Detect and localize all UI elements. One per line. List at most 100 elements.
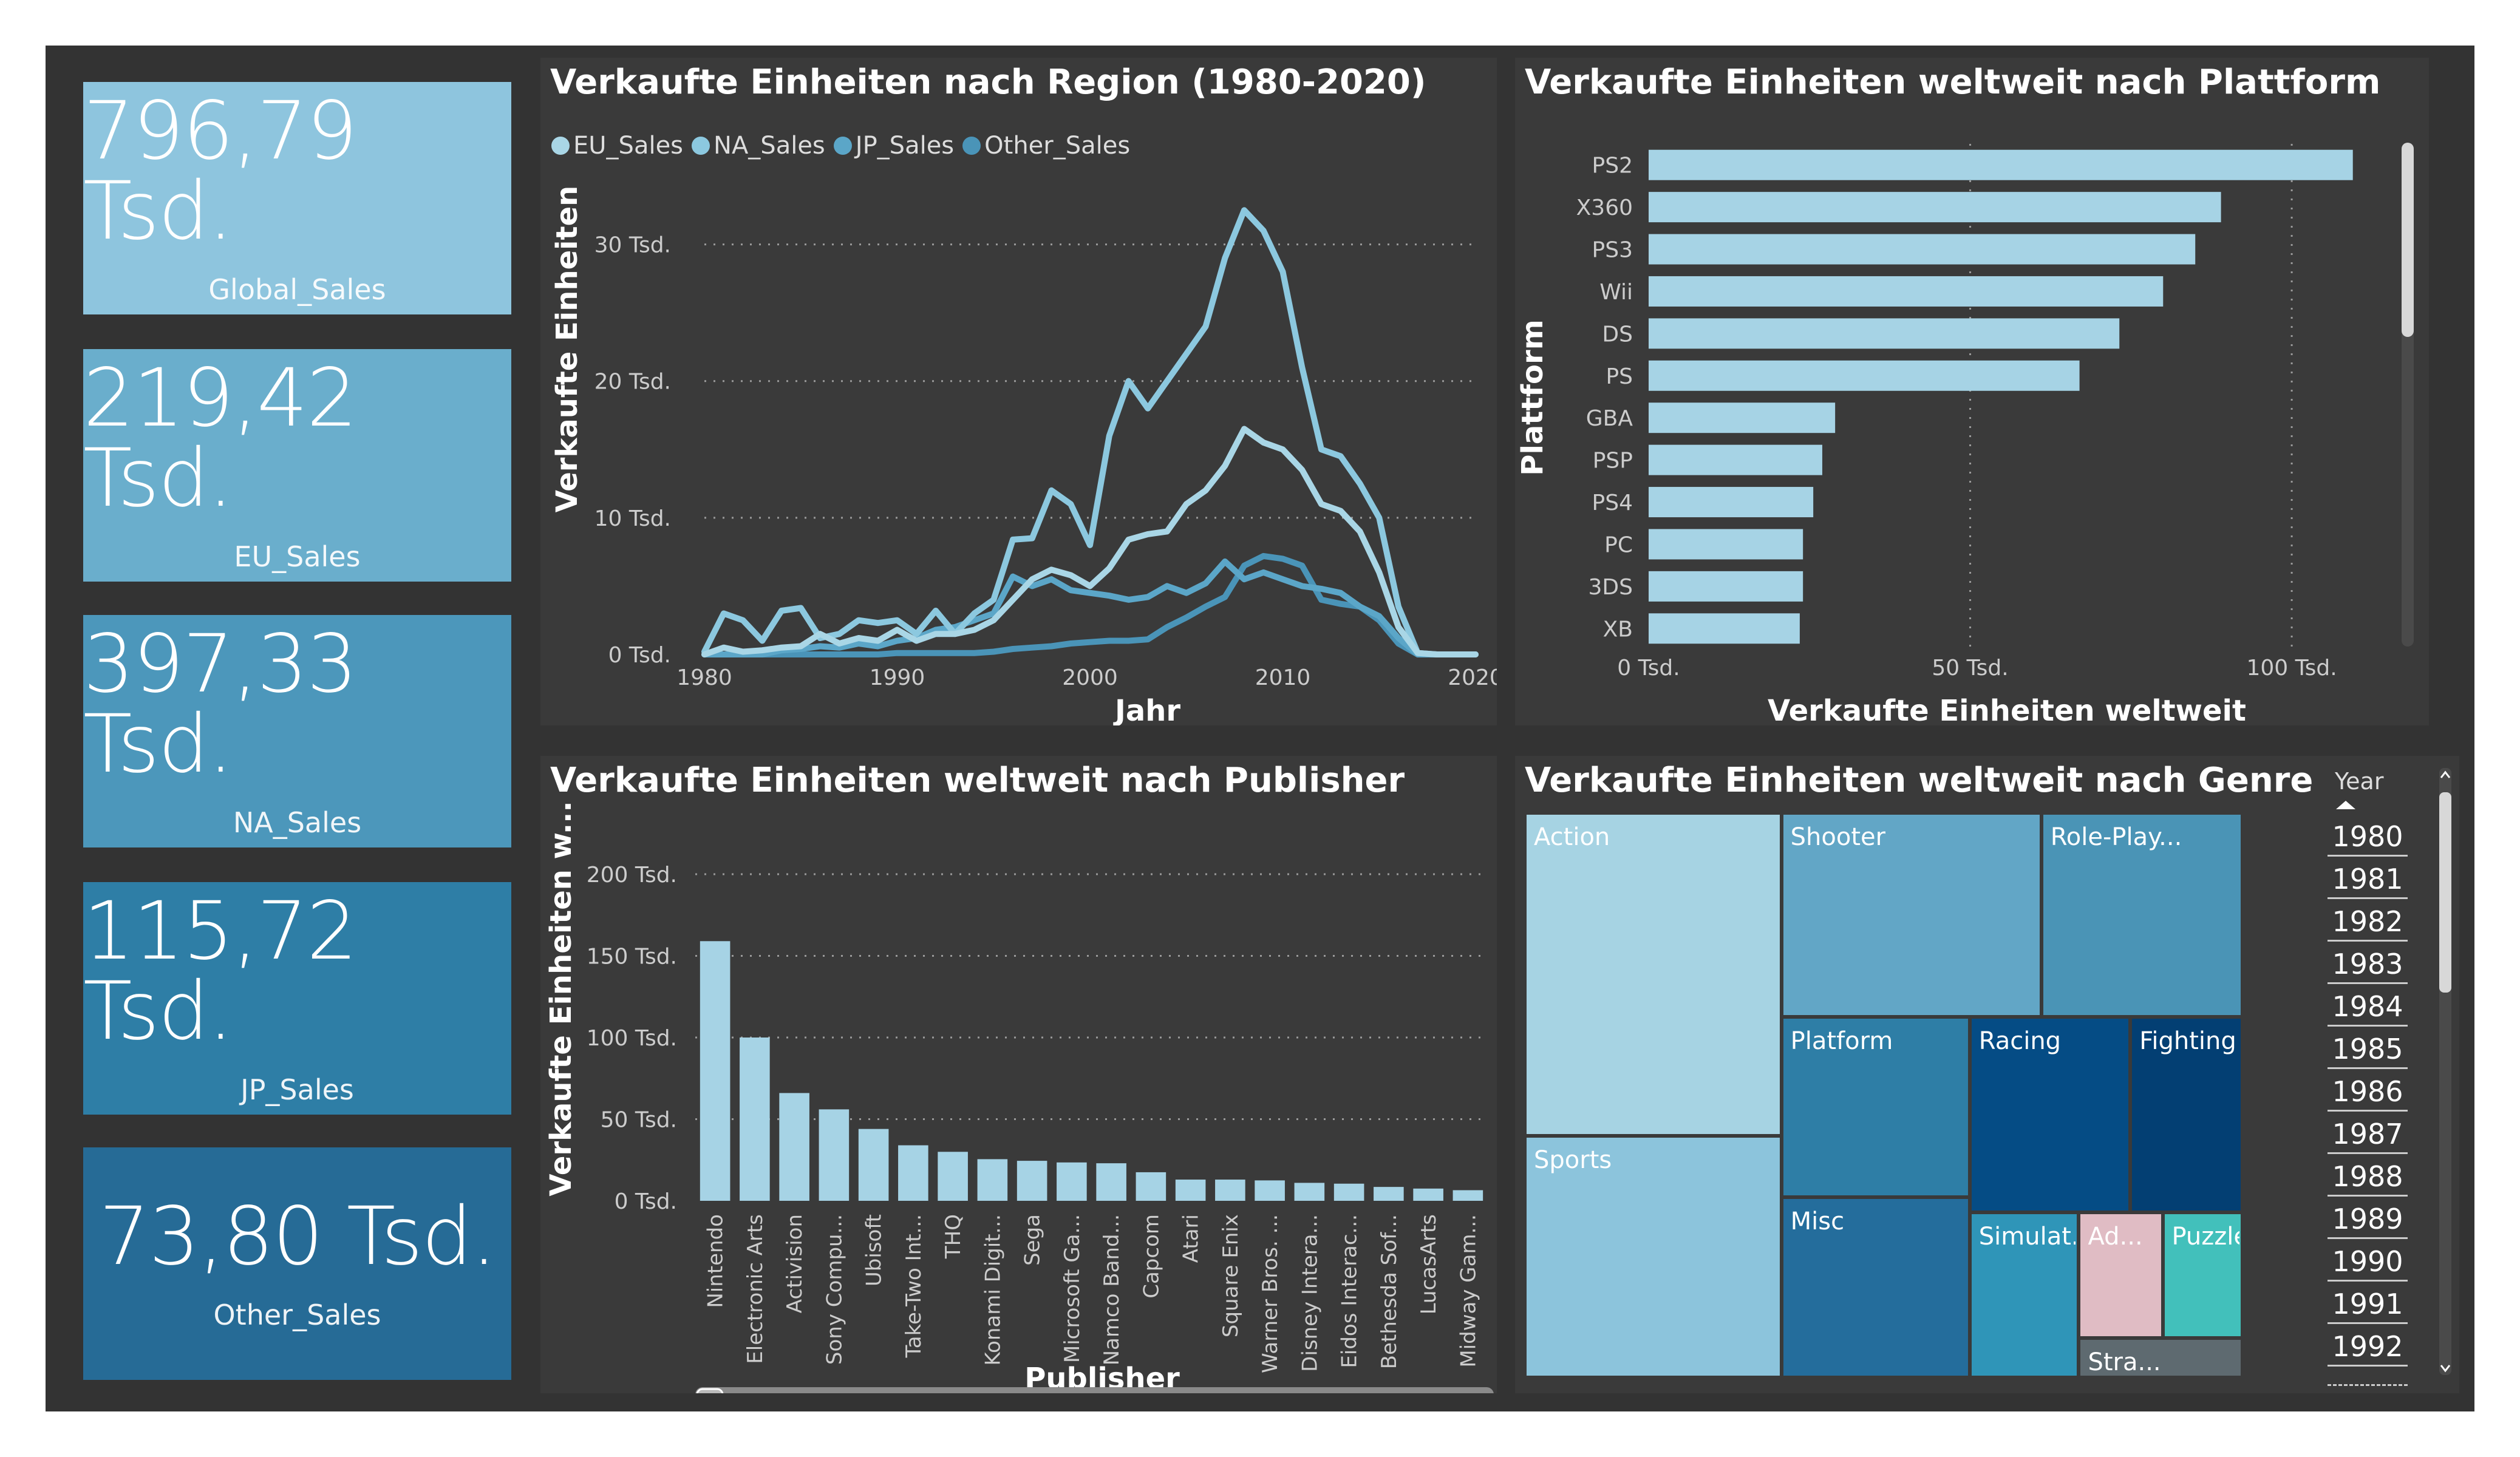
x-tick-label: THQ <box>941 1214 965 1259</box>
slicer-item-year[interactable]: 1982 <box>2328 902 2408 942</box>
kpi-value: 115,72 Tsd. <box>83 884 358 1058</box>
treemap-label: Role-Play... <box>2050 823 2182 851</box>
bar-publisher[interactable] <box>1175 1180 1206 1201</box>
bar-publisher[interactable] <box>1215 1180 1245 1201</box>
treemap-label: Simulat... <box>1978 1223 2076 1251</box>
treemap-label: Misc <box>1790 1207 1845 1235</box>
region-chart-panel[interactable]: Verkaufte Einheiten nach Region (1980-20… <box>540 58 1497 725</box>
treemap-cell[interactable]: Puzzle <box>2162 1212 2242 1338</box>
kpi-card-jp-sales[interactable]: 115,72 Tsd. JP_Sales <box>83 882 511 1115</box>
kpi-card-eu-sales[interactable]: 219,42 Tsd. EU_Sales <box>83 349 511 582</box>
legend-item[interactable]: EU_Sales <box>551 132 683 160</box>
legend-item[interactable]: Other_Sales <box>962 132 1130 160</box>
treemap-cell[interactable]: Shooter <box>1781 813 2042 1017</box>
legend-item[interactable]: JP_Sales <box>833 132 954 160</box>
bar-publisher[interactable] <box>1374 1187 1404 1201</box>
y-tick-label: 0 Tsd. <box>608 643 671 668</box>
year-slicer[interactable]: Year 1980 1981 1982 1983 1984 1985 1986 1987 198… <box>2317 756 2459 1393</box>
bar-publisher[interactable] <box>1136 1172 1166 1201</box>
slicer-scrollbar[interactable] <box>2438 768 2453 1375</box>
bar-publisher[interactable] <box>938 1152 968 1201</box>
legend-item[interactable]: NA_Sales <box>692 132 825 160</box>
treemap-cell[interactable]: Action <box>1525 813 1782 1136</box>
bar-xb[interactable] <box>1649 613 1800 644</box>
bar-publisher[interactable] <box>1017 1161 1047 1201</box>
bar-publisher[interactable] <box>1413 1188 1443 1201</box>
x-tick-label: Ubisoft <box>862 1214 887 1286</box>
slicer-item-year[interactable]: 1981 <box>2328 859 2408 899</box>
series-line-other-sales[interactable] <box>701 552 1479 657</box>
kpi-card-na-sales[interactable]: 397,33 Tsd. NA_Sales <box>83 615 511 847</box>
bar-gba[interactable] <box>1649 402 1836 433</box>
genre-chart-panel[interactable]: Verkaufte Einheiten weltweit nach Genre … <box>1515 756 2329 1393</box>
treemap-cell[interactable]: Sports <box>1525 1136 1782 1377</box>
treemap-cell[interactable]: Fighting <box>2130 1016 2242 1213</box>
publisher-chart-panel[interactable]: Verkaufte Einheiten weltweit nach Publis… <box>540 756 1497 1393</box>
slicer-item-year[interactable]: 1984 <box>2328 987 2408 1027</box>
y-tick-label: 150 Tsd. <box>587 945 677 970</box>
bar-ps4[interactable] <box>1649 487 1814 518</box>
bar-publisher[interactable] <box>1294 1183 1325 1201</box>
treemap-cell[interactable]: Ad... <box>2079 1212 2163 1338</box>
treemap-cell[interactable]: Simulat... <box>1969 1212 2079 1377</box>
bar-publisher[interactable] <box>977 1159 1008 1201</box>
series-line-jp-sales[interactable] <box>701 558 1479 657</box>
slicer-item-year[interactable]: 1990 <box>2328 1241 2408 1282</box>
kpi-card-global-sales[interactable]: 796,79 Tsd. Global_Sales <box>83 82 511 314</box>
x-tick-label: 0 Tsd. <box>1617 656 1680 681</box>
scrollbar-thumb[interactable] <box>2402 143 2414 337</box>
kpi-card-other-sales[interactable]: 73,80 Tsd. Other_Sales <box>83 1147 511 1380</box>
bar-ps3[interactable] <box>1649 234 2196 265</box>
bar-ps[interactable] <box>1649 360 2080 391</box>
bar-publisher[interactable] <box>1452 1190 1483 1201</box>
x-tick-label: Take-Two Int... <box>902 1214 926 1358</box>
bar-publisher[interactable] <box>858 1129 889 1201</box>
kpi-value: 219,42 Tsd. <box>83 351 358 525</box>
sort-ascending-icon[interactable] <box>2334 798 2358 810</box>
bar-publisher[interactable] <box>1333 1183 1364 1201</box>
series-line-eu-sales[interactable] <box>701 426 1479 657</box>
y-tick-label: 50 Tsd. <box>601 1108 677 1133</box>
bar-publisher[interactable] <box>740 1038 770 1201</box>
slicer-item-year[interactable]: 1986 <box>2328 1072 2408 1112</box>
treemap-label: Puzzle <box>2171 1223 2239 1251</box>
bar-x360[interactable] <box>1649 192 2221 223</box>
bar-publisher[interactable] <box>779 1093 809 1201</box>
y-tick-label: PS2 <box>1592 154 1633 178</box>
series-line-na-sales[interactable] <box>701 207 1479 657</box>
treemap-cell[interactable]: Misc <box>1781 1197 1970 1377</box>
slicer-item-year[interactable]: 1988 <box>2328 1156 2408 1197</box>
bar-psp[interactable] <box>1649 444 1822 475</box>
slicer-item-year[interactable]: 1987 <box>2328 1114 2408 1154</box>
scrollbar-thumb[interactable] <box>2439 792 2451 993</box>
x-tick-label: Capcom <box>1139 1214 1163 1299</box>
bar-3ds[interactable] <box>1649 571 1803 602</box>
slicer-item-year[interactable]: 1991 <box>2328 1284 2408 1324</box>
bar-ds[interactable] <box>1649 318 2120 349</box>
bar-publisher[interactable] <box>1096 1163 1126 1201</box>
scroll-up-icon[interactable] <box>2440 770 2451 778</box>
kpi-value: 73,80 Tsd. <box>98 1189 497 1283</box>
scroll-down-icon[interactable] <box>2440 1365 2451 1373</box>
bar-pc[interactable] <box>1649 529 1803 560</box>
slicer-item-year[interactable]: 1985 <box>2328 1029 2408 1069</box>
treemap-cell[interactable]: Role-Play... <box>2041 813 2242 1017</box>
x-tick-label: 50 Tsd. <box>1932 656 2008 681</box>
bar-publisher[interactable] <box>700 941 730 1201</box>
treemap-cell[interactable]: Platform <box>1781 1016 1970 1197</box>
slicer-item-year[interactable]: 1980 <box>2328 817 2408 857</box>
horizontal-scrollbar-thumb[interactable] <box>696 1388 724 1393</box>
slicer-item-year[interactable]: 1989 <box>2328 1199 2408 1239</box>
bar-publisher[interactable] <box>1255 1180 1285 1201</box>
treemap-cell[interactable]: Racing <box>1969 1016 2131 1213</box>
slicer-item-year[interactable]: 1983 <box>2328 944 2408 984</box>
horizontal-scrollbar-track[interactable] <box>695 1387 1494 1393</box>
bar-publisher[interactable] <box>1057 1162 1087 1201</box>
bar-publisher[interactable] <box>819 1109 850 1201</box>
treemap-cell[interactable]: Stra... <box>2079 1337 2242 1377</box>
bar-ps2[interactable] <box>1649 149 2353 180</box>
slicer-item-year[interactable]: 1992 <box>2328 1326 2408 1367</box>
platform-chart-panel[interactable]: Verkaufte Einheiten weltweit nach Plattf… <box>1515 58 2429 725</box>
bar-wii[interactable] <box>1649 276 2164 307</box>
bar-publisher[interactable] <box>898 1145 928 1201</box>
